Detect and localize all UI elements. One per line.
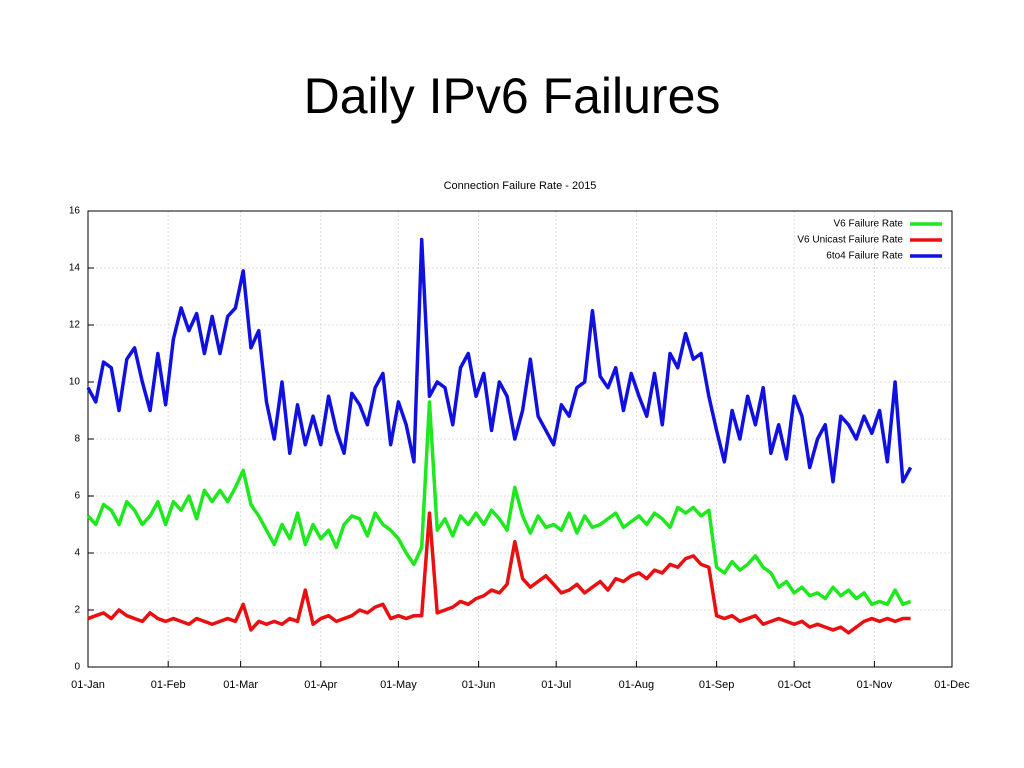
- slide-title: Daily IPv6 Failures: [304, 68, 721, 124]
- y-tick-label: 16: [69, 206, 81, 217]
- x-tick-label: 01-Oct: [778, 679, 811, 691]
- y-tick-label: 0: [74, 662, 80, 673]
- y-tick-label: 4: [74, 548, 80, 559]
- series-line: [86, 237, 913, 484]
- x-tick-label: 01-Dec: [934, 679, 970, 691]
- x-tick-label: 01-Apr: [304, 679, 337, 691]
- y-tick-label: 12: [69, 320, 81, 331]
- x-tick-label: 01-Feb: [151, 679, 186, 691]
- legend-label: V6 Unicast Failure Rate: [797, 235, 903, 246]
- y-tick-label: 2: [74, 605, 80, 616]
- y-tick-label: 6: [74, 491, 80, 502]
- x-tick-label: 01-Sep: [699, 679, 734, 691]
- chart-title: Connection Failure Rate - 2015: [444, 180, 597, 192]
- y-tick-label: 8: [74, 434, 80, 445]
- x-tick-label: 01-Jul: [541, 679, 571, 691]
- x-tick-label: 01-Nov: [857, 679, 893, 691]
- plot-frame: [87, 210, 953, 668]
- legend-label: V6 Failure Rate: [834, 219, 904, 230]
- y-tick-label: 10: [69, 377, 81, 388]
- series-line: [87, 511, 911, 635]
- x-tick-label: 01-Jun: [462, 679, 496, 691]
- x-tick-label: 01-Aug: [619, 679, 654, 691]
- x-tick-label: 01-Jan: [71, 679, 105, 691]
- series-line: [86, 400, 912, 607]
- x-tick-label: 01-Mar: [223, 679, 258, 691]
- legend-label: 6to4 Failure Rate: [826, 251, 903, 262]
- x-tick-label: 01-May: [380, 679, 417, 691]
- y-tick-label: 14: [69, 263, 81, 274]
